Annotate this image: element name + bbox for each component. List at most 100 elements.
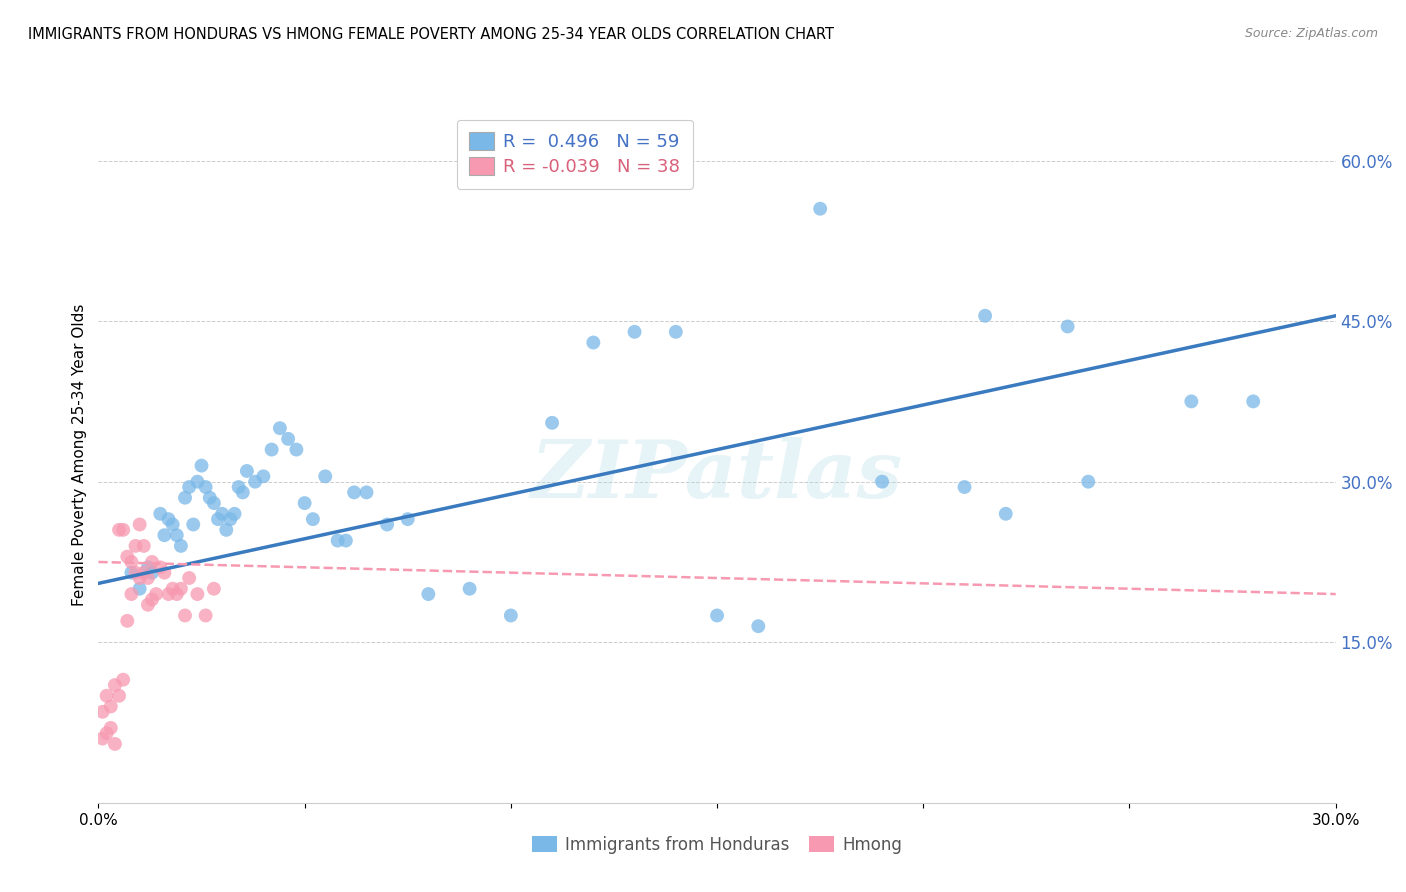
Point [128, 517, 150, 532]
Point [132, 566, 155, 580]
Point [128, 582, 150, 596]
Point [202, 496, 225, 510]
Point [120, 566, 142, 580]
Point [194, 608, 217, 623]
Point [314, 469, 336, 483]
Point [1241, 394, 1264, 409]
Point [582, 335, 605, 350]
Point [186, 475, 208, 489]
Point [141, 592, 163, 607]
Point [141, 566, 163, 580]
Point [153, 566, 176, 580]
Point [100, 721, 122, 735]
Text: Source: ZipAtlas.com: Source: ZipAtlas.com [1244, 27, 1378, 40]
Point [396, 512, 419, 526]
Point [224, 507, 246, 521]
Point [228, 480, 250, 494]
Point [104, 737, 127, 751]
Point [665, 325, 688, 339]
Point [418, 587, 440, 601]
Point [170, 582, 193, 596]
Point [96, 726, 118, 740]
Point [1056, 319, 1078, 334]
Point [120, 555, 142, 569]
Point [202, 582, 225, 596]
Point [252, 469, 274, 483]
Point [96, 689, 118, 703]
Point [186, 587, 208, 601]
Legend: Immigrants from Honduras, Hmong: Immigrants from Honduras, Hmong [524, 830, 910, 861]
Point [149, 560, 172, 574]
Point [1180, 394, 1202, 409]
Point [145, 587, 167, 601]
Point [375, 517, 398, 532]
Point [215, 523, 238, 537]
Point [232, 485, 254, 500]
Point [162, 517, 184, 532]
Point [285, 442, 308, 457]
Point [124, 539, 146, 553]
Point [132, 539, 155, 553]
Point [128, 571, 150, 585]
Text: ZIPatlas: ZIPatlas [531, 437, 903, 515]
Point [335, 533, 357, 548]
Point [100, 699, 122, 714]
Point [211, 507, 233, 521]
Point [112, 673, 135, 687]
Point [953, 480, 976, 494]
Point [162, 582, 184, 596]
Point [277, 432, 299, 446]
Point [149, 507, 172, 521]
Point [243, 475, 266, 489]
Point [108, 689, 131, 703]
Point [91, 731, 114, 746]
Point [104, 678, 127, 692]
Point [157, 587, 180, 601]
Point [141, 555, 163, 569]
Point [458, 582, 481, 596]
Point [198, 491, 221, 505]
Point [91, 705, 114, 719]
Point [974, 309, 997, 323]
Point [294, 496, 316, 510]
Point [136, 598, 159, 612]
Point [623, 325, 645, 339]
Point [541, 416, 564, 430]
Point [157, 512, 180, 526]
Point [994, 507, 1017, 521]
Point [136, 560, 159, 574]
Point [179, 480, 201, 494]
Point [153, 528, 176, 542]
Point [499, 608, 522, 623]
Point [136, 571, 159, 585]
Point [117, 549, 139, 564]
Point [170, 539, 193, 553]
Point [117, 614, 139, 628]
Y-axis label: Female Poverty Among 25-34 Year Olds: Female Poverty Among 25-34 Year Olds [72, 304, 87, 606]
Point [302, 512, 325, 526]
Point [269, 421, 291, 435]
Point [219, 512, 242, 526]
Point [207, 512, 229, 526]
Point [174, 491, 197, 505]
Point [706, 608, 728, 623]
Point [1077, 475, 1099, 489]
Point [166, 528, 188, 542]
Point [326, 533, 349, 548]
Point [181, 517, 204, 532]
Point [236, 464, 259, 478]
Point [747, 619, 769, 633]
Point [120, 587, 142, 601]
Point [260, 442, 283, 457]
Point [166, 587, 188, 601]
Point [808, 202, 831, 216]
Point [124, 566, 146, 580]
Text: IMMIGRANTS FROM HONDURAS VS HMONG FEMALE POVERTY AMONG 25-34 YEAR OLDS CORRELATI: IMMIGRANTS FROM HONDURAS VS HMONG FEMALE… [28, 27, 834, 42]
Point [179, 571, 201, 585]
Point [343, 485, 366, 500]
Point [356, 485, 378, 500]
Point [190, 458, 212, 473]
Point [870, 475, 893, 489]
Point [174, 608, 197, 623]
Point [112, 523, 135, 537]
